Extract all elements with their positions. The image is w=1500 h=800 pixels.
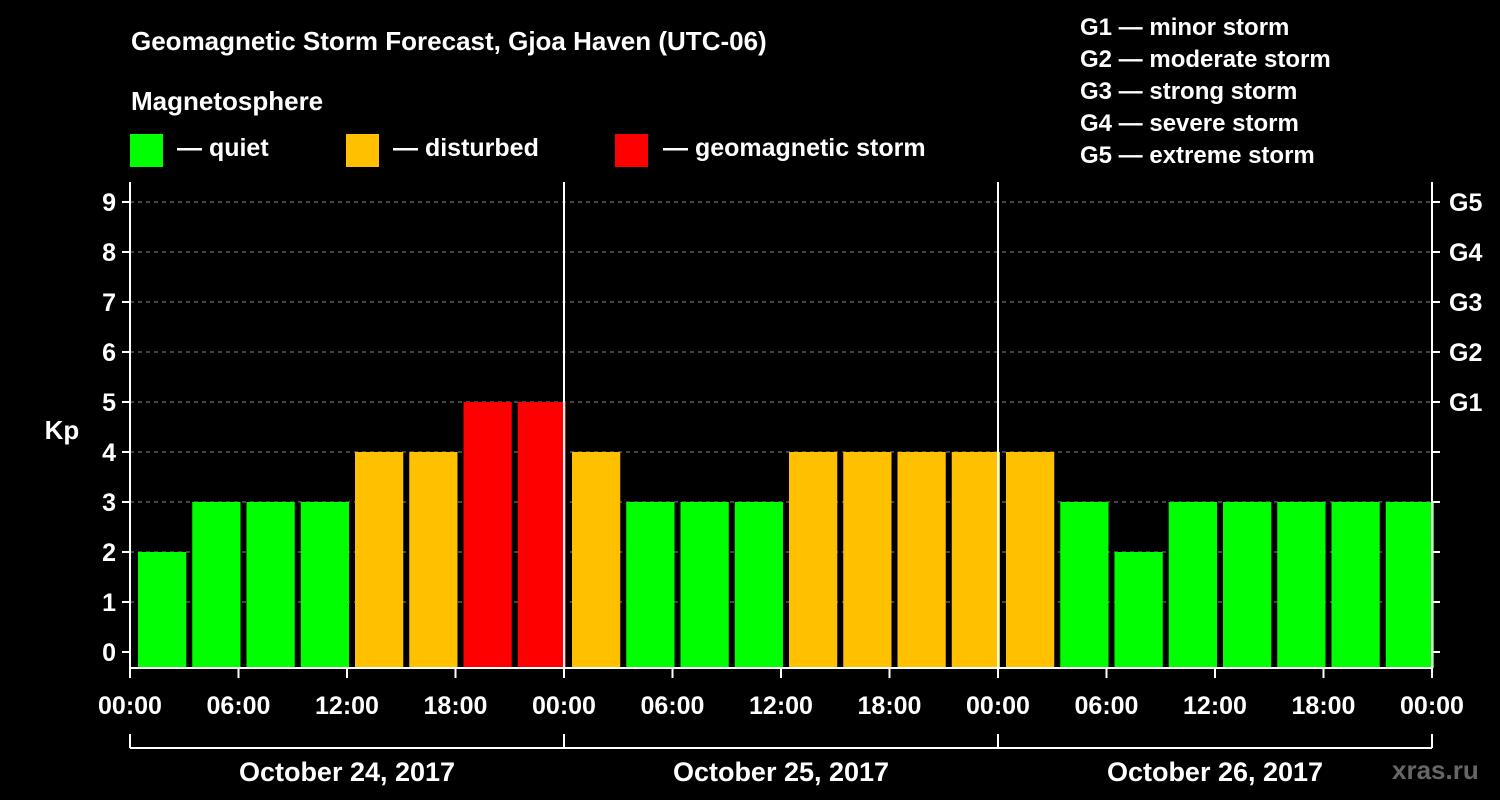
g-scale-tick-label: G1 (1449, 389, 1482, 417)
y-tick-label: 1 (102, 589, 116, 617)
x-tick-label: 00:00 (532, 692, 596, 720)
y-tick-label: 8 (102, 239, 116, 267)
kp-bar (1168, 502, 1217, 668)
legend-storm-label: — geomagnetic storm (663, 134, 926, 162)
kp-bar (680, 502, 729, 668)
x-tick-label: 00:00 (966, 692, 1030, 720)
x-tick-label: 00:00 (1400, 692, 1464, 720)
kp-bar (951, 452, 1000, 668)
legend-disturbed-swatch (346, 134, 379, 167)
legend-quiet-swatch (130, 134, 163, 167)
x-tick-label: 12:00 (749, 692, 813, 720)
kp-bar (897, 452, 946, 668)
kp-bar (572, 452, 621, 668)
y-tick-label: 2 (102, 539, 116, 567)
day-label: October 25, 2017 (673, 757, 889, 787)
g-scale-tick-label: G2 (1449, 339, 1482, 367)
x-tick-label: 12:00 (1183, 692, 1247, 720)
kp-bar (1006, 452, 1055, 668)
x-tick-label: 18:00 (858, 692, 922, 720)
kp-bar (1385, 502, 1434, 668)
g-scale-tick-label: G3 (1449, 289, 1482, 317)
y-tick-label: 5 (102, 389, 116, 417)
chart-title: Geomagnetic Storm Forecast, Gjoa Haven (… (131, 26, 767, 56)
x-tick-label: 06:00 (641, 692, 705, 720)
kp-bar (409, 452, 458, 668)
legend-storm-swatch (615, 134, 648, 167)
kp-bar (355, 452, 404, 668)
g-scale-g5: G5 — extreme storm (1080, 142, 1315, 169)
x-tick-label: 06:00 (1075, 692, 1139, 720)
x-tick-label: 12:00 (315, 692, 379, 720)
kp-bar (626, 502, 675, 668)
kp-bar (463, 402, 512, 668)
g-scale-g4: G4 — severe storm (1080, 110, 1299, 137)
legend-disturbed-label: — disturbed (393, 134, 539, 162)
g-scale-tick-label: G5 (1449, 189, 1482, 217)
x-tick-label: 00:00 (98, 692, 162, 720)
kp-bar (734, 502, 783, 668)
x-tick-label: 18:00 (1292, 692, 1356, 720)
y-tick-label: 0 (102, 639, 116, 667)
x-tick-label: 06:00 (207, 692, 271, 720)
kp-bar (1331, 502, 1380, 668)
kp-bar (843, 452, 892, 668)
y-tick-label: 4 (102, 439, 116, 467)
kp-bar (517, 402, 566, 668)
watermark: xras.ru (1392, 755, 1479, 785)
kp-bar (789, 452, 838, 668)
g-scale-g3: G3 — strong storm (1080, 78, 1298, 105)
y-tick-label: 3 (102, 489, 116, 517)
legend-heading: Magnetosphere (131, 86, 324, 116)
x-tick-label: 18:00 (424, 692, 488, 720)
g-scale-tick-label: G4 (1449, 239, 1482, 267)
y-tick-label: 9 (102, 189, 116, 217)
day-label: October 26, 2017 (1107, 757, 1323, 787)
y-tick-label: 6 (102, 339, 116, 367)
g-scale-g2: G2 — moderate storm (1080, 46, 1331, 73)
g-scale-g1: G1 — minor storm (1080, 14, 1290, 41)
kp-bar (1223, 502, 1272, 668)
y-axis-label: Kp (45, 415, 80, 445)
kp-bar (192, 502, 241, 668)
legend-quiet-label: — quiet (177, 134, 269, 162)
kp-bar (1060, 502, 1109, 668)
kp-bar (1277, 502, 1326, 668)
kp-bar (1114, 552, 1163, 668)
kp-bar (138, 552, 187, 668)
day-label: October 24, 2017 (239, 757, 455, 787)
kp-bar (300, 502, 349, 668)
y-tick-label: 7 (102, 289, 116, 317)
kp-bar (246, 502, 295, 668)
